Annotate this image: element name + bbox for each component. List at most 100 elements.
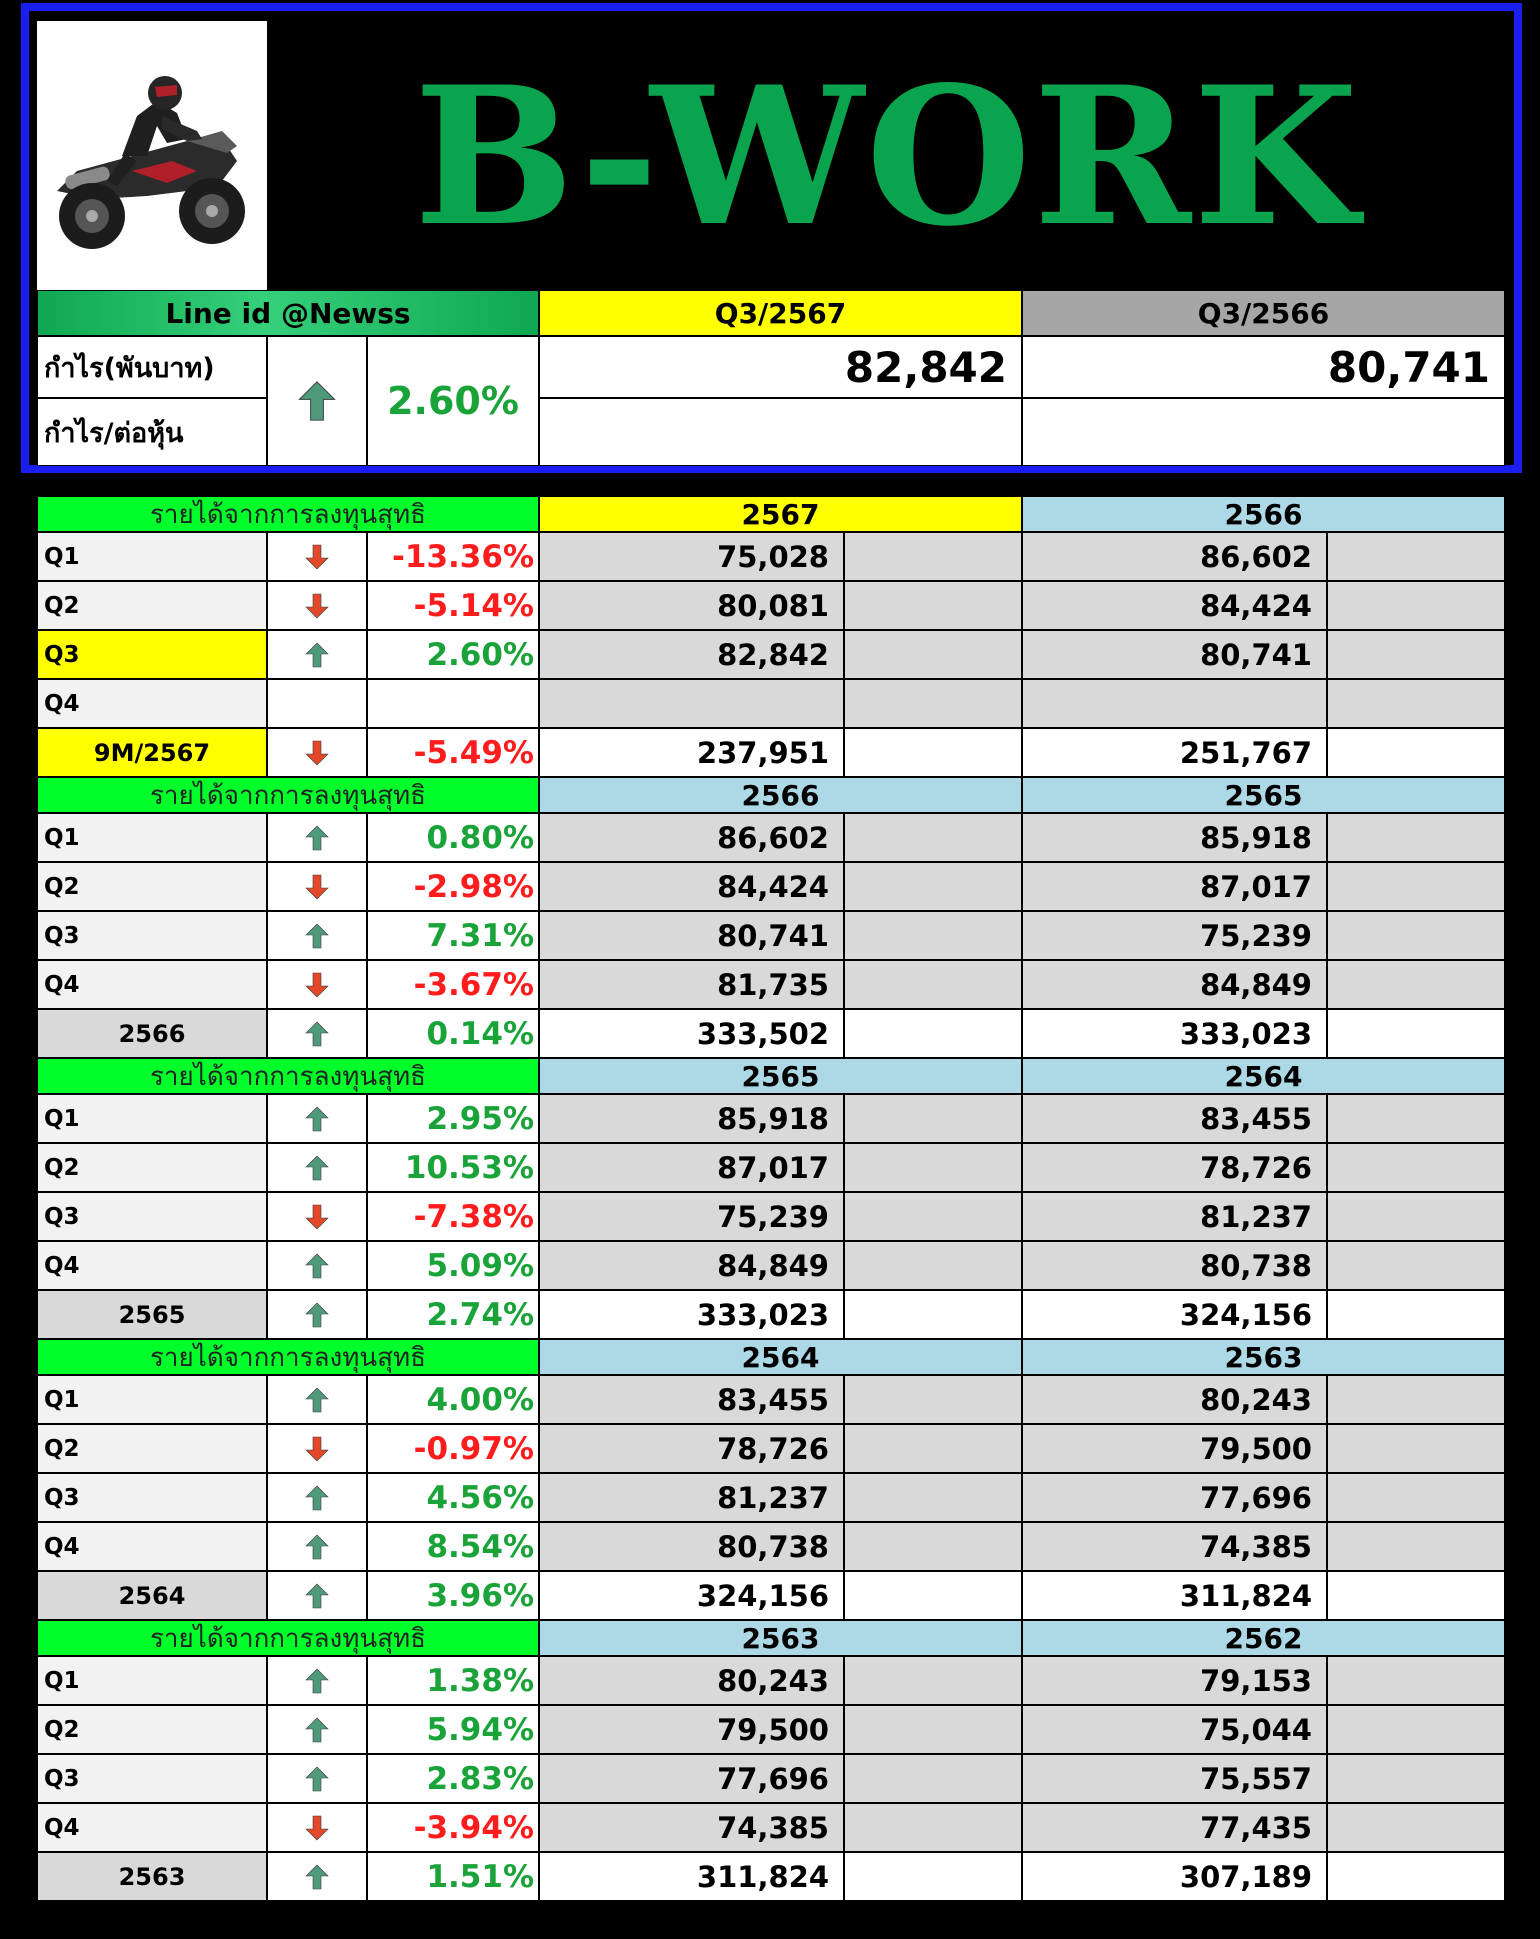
change-arrow (267, 960, 367, 1009)
value-previous: 84,424 (1022, 581, 1327, 630)
year-previous-header: 2566 (1022, 496, 1505, 532)
change-arrow (267, 1094, 367, 1143)
arrow-up-icon (305, 1106, 329, 1132)
change-percent: 8.54% (367, 1522, 539, 1571)
value-previous-extra (1327, 1241, 1505, 1290)
change-percent: -13.36% (367, 532, 539, 581)
change-arrow (267, 1473, 367, 1522)
value-previous-extra (1327, 728, 1505, 777)
value-current: 86,602 (539, 813, 844, 862)
value-current-extra (844, 1754, 1022, 1803)
change-percent: 0.14% (367, 1009, 539, 1058)
value-current-extra (844, 1473, 1022, 1522)
change-percent: 1.51% (367, 1852, 539, 1901)
total-row-label: 9M/2567 (37, 728, 267, 777)
value-previous: 74,385 (1022, 1522, 1327, 1571)
change-arrow (267, 532, 367, 581)
quarter-label: Q3 (37, 630, 267, 679)
page-title: B-WORK (413, 44, 1361, 268)
value-previous: 86,602 (1022, 532, 1327, 581)
arrow-down-icon (305, 874, 329, 900)
arrow-down-icon (305, 1204, 329, 1230)
value-current: 237,951 (539, 728, 844, 777)
section-label: รายได้จากการลงทุนสุทธิ (37, 1339, 539, 1375)
change-arrow (267, 1375, 367, 1424)
value-current: 81,237 (539, 1473, 844, 1522)
year-current-header: 2563 (539, 1620, 1022, 1656)
year-previous-header: 2563 (1022, 1339, 1505, 1375)
value-previous-extra (1327, 581, 1505, 630)
profit-current: 82,842 (539, 336, 1022, 398)
value-current: 81,735 (539, 960, 844, 1009)
value-previous: 75,044 (1022, 1705, 1327, 1754)
value-current-extra (844, 813, 1022, 862)
arrow-up-icon (305, 1864, 329, 1890)
change-arrow (267, 1522, 367, 1571)
arrow-up-icon (305, 1302, 329, 1328)
value-previous-extra (1327, 1852, 1505, 1901)
value-previous: 75,239 (1022, 911, 1327, 960)
value-previous: 77,435 (1022, 1803, 1327, 1852)
change-percent: 5.94% (367, 1705, 539, 1754)
section-label: รายได้จากการลงทุนสุทธิ (37, 1620, 539, 1656)
arrow-up-icon (305, 1387, 329, 1413)
section-label: รายได้จากการลงทุนสุทธิ (37, 777, 539, 813)
value-previous-extra (1327, 1803, 1505, 1852)
arrow-up-icon (305, 1485, 329, 1511)
value-previous: 307,189 (1022, 1852, 1327, 1901)
value-current-extra (844, 960, 1022, 1009)
change-arrow (267, 813, 367, 862)
value-previous: 79,500 (1022, 1424, 1327, 1473)
value-previous: 85,918 (1022, 813, 1327, 862)
change-arrow (267, 1705, 367, 1754)
value-previous: 83,455 (1022, 1094, 1327, 1143)
value-previous: 75,557 (1022, 1754, 1327, 1803)
quarter-label: Q2 (37, 1143, 267, 1192)
quarter-label: Q4 (37, 1522, 267, 1571)
summary-arrow (267, 336, 367, 466)
summary-change: 2.60% (367, 336, 539, 466)
change-arrow (267, 1009, 367, 1058)
year-current-header: 2567 (539, 496, 1022, 532)
value-previous-extra (1327, 1424, 1505, 1473)
value-current-extra (844, 1656, 1022, 1705)
value-previous-extra (1327, 911, 1505, 960)
value-current: 333,502 (539, 1009, 844, 1058)
value-current-extra (844, 1241, 1022, 1290)
change-arrow (267, 1571, 367, 1620)
quarter-label: Q3 (37, 1473, 267, 1522)
change-arrow (267, 1192, 367, 1241)
value-current-extra (844, 679, 1022, 728)
change-arrow (267, 630, 367, 679)
profit-label: กำไร(พันบาท) (37, 336, 267, 398)
value-current-extra (844, 1522, 1022, 1571)
change-arrow (267, 1290, 367, 1339)
value-current: 333,023 (539, 1290, 844, 1339)
arrow-down-icon (305, 544, 329, 570)
value-current-extra (844, 630, 1022, 679)
quarter-label: Q4 (37, 1803, 267, 1852)
arrow-down-icon (305, 740, 329, 766)
quarter-label: Q4 (37, 960, 267, 1009)
value-previous: 84,849 (1022, 960, 1327, 1009)
quarter-label: Q1 (37, 1094, 267, 1143)
quarter-label: Q3 (37, 1754, 267, 1803)
value-current: 83,455 (539, 1375, 844, 1424)
value-previous: 78,726 (1022, 1143, 1327, 1192)
total-row-label: 2566 (37, 1009, 267, 1058)
change-arrow (267, 1852, 367, 1901)
value-current-extra (844, 1852, 1022, 1901)
arrow-up-icon (298, 380, 336, 422)
eps-previous (1022, 398, 1505, 466)
value-previous (1022, 679, 1327, 728)
arrow-down-icon (305, 593, 329, 619)
change-percent: 0.80% (367, 813, 539, 862)
value-current-extra (844, 1290, 1022, 1339)
value-previous: 81,237 (1022, 1192, 1327, 1241)
year-previous-header: 2562 (1022, 1620, 1505, 1656)
value-previous-extra (1327, 1009, 1505, 1058)
arrow-down-icon (305, 972, 329, 998)
arrow-up-icon (305, 1668, 329, 1694)
year-current-header: 2565 (539, 1058, 1022, 1094)
quarter-label: Q1 (37, 532, 267, 581)
